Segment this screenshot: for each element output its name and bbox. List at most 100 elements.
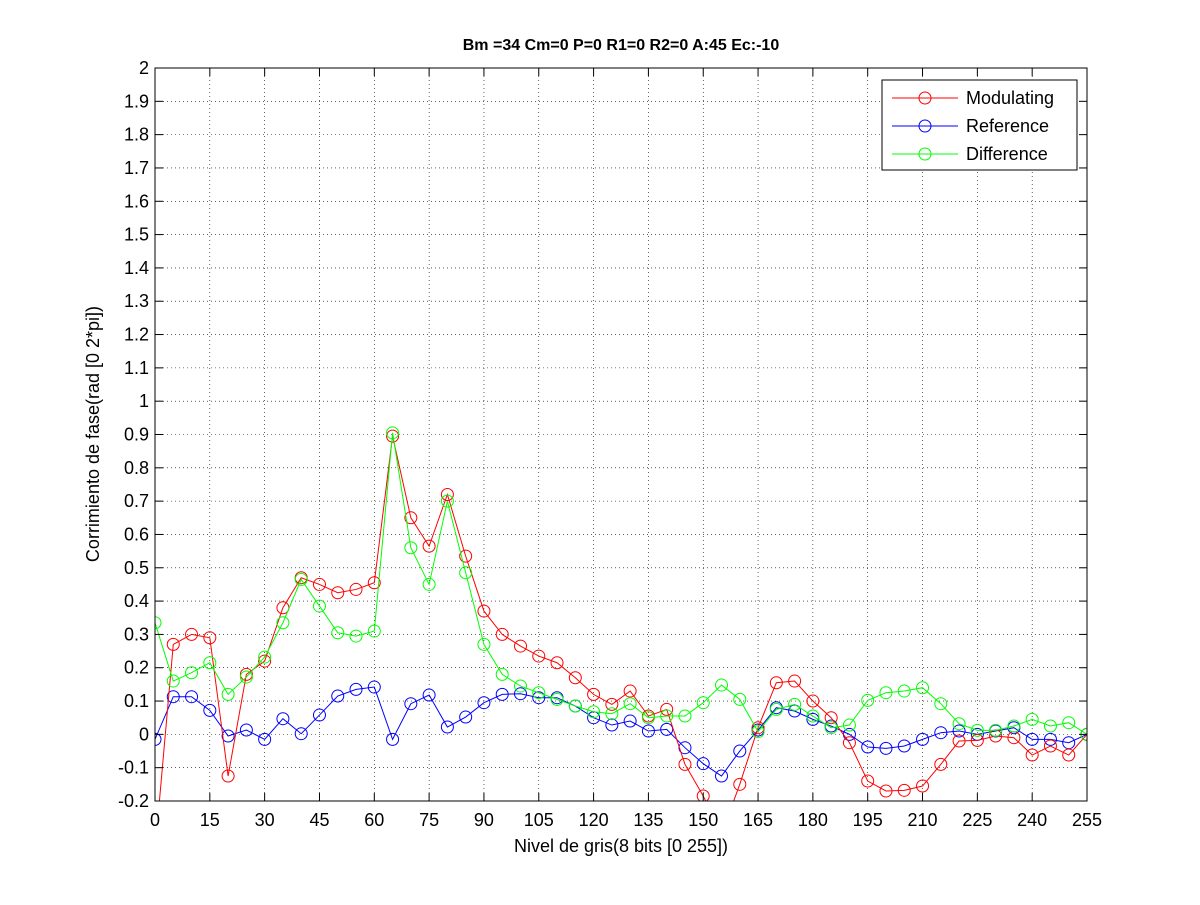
data-point-modulating: [367, 576, 381, 590]
y-tick-label: 0.2: [124, 658, 149, 678]
data-point-difference: [842, 718, 856, 732]
data-point-difference: [495, 667, 509, 681]
data-point-difference: [989, 723, 1003, 737]
data-point-modulating: [185, 627, 199, 641]
data-point-difference: [203, 656, 217, 670]
data-point-difference: [221, 687, 235, 701]
data-point-modulating: [842, 736, 856, 750]
data-point-modulating: [824, 711, 838, 725]
y-tick-label: 1.5: [124, 225, 149, 245]
data-point-reference: [331, 689, 345, 703]
data-point-difference: [155, 616, 162, 630]
x-tick-label: 210: [908, 810, 938, 830]
y-tick-label: 1: [139, 391, 149, 411]
data-point-reference: [861, 740, 875, 754]
data-point-difference: [751, 725, 765, 739]
legend: Modulating Reference Difference: [881, 79, 1078, 171]
data-point-modulating: [550, 656, 564, 670]
x-tick-label: 225: [962, 810, 992, 830]
data-point-difference: [404, 541, 418, 555]
x-tick-label: 240: [1017, 810, 1047, 830]
data-point-modulating: [1062, 748, 1076, 762]
y-tick-label: 2: [139, 58, 149, 78]
data-point-modulating: [587, 687, 601, 701]
data-point-reference: [258, 732, 272, 746]
tick-labels: 0 15 30 45 60 75 90 105 120 135 150 165 180 195 210 225…: [118, 58, 1102, 830]
data-point-reference: [495, 687, 509, 701]
data-point-reference: [513, 687, 527, 701]
y-tick-label: 1.4: [124, 258, 149, 278]
x-tick-label: 75: [419, 810, 439, 830]
data-point-modulating: [349, 582, 363, 596]
data-point-difference: [1062, 716, 1076, 730]
y-tick-label: 0.3: [124, 624, 149, 644]
series-line-modulating: [158, 436, 1087, 801]
data-point-modulating: [769, 676, 783, 690]
y-tick-label: 0.8: [124, 458, 149, 478]
x-tick-label: 255: [1072, 810, 1102, 830]
data-point-reference: [623, 714, 637, 728]
x-tick-label: 120: [579, 810, 609, 830]
data-point-reference: [788, 704, 802, 718]
data-point-reference: [312, 708, 326, 722]
data-point-modulating: [751, 721, 765, 735]
data-point-reference: [934, 726, 948, 740]
data-point-modulating: [861, 774, 875, 788]
data-point-modulating: [149, 845, 161, 857]
data-point-difference: [513, 679, 527, 693]
data-point-modulating: [952, 734, 966, 748]
tick-marks: [154, 67, 1088, 802]
data-point-modulating: [239, 667, 253, 681]
x-tick-label: 90: [474, 810, 494, 830]
data-point-difference: [916, 681, 930, 695]
data-point-difference: [879, 686, 893, 700]
data-point-difference: [587, 705, 601, 719]
y-tick-label: -0.2: [118, 791, 149, 811]
data-point-modulating: [788, 674, 802, 688]
legend-marker-difference: [918, 147, 932, 161]
data-point-modulating: [495, 627, 509, 641]
y-tick-label: 1.1: [124, 358, 149, 378]
data-point-modulating: [806, 694, 820, 708]
x-tick-label: 165: [743, 810, 773, 830]
data-point-reference: [879, 741, 893, 755]
series-modulating: [149, 429, 1087, 857]
data-point-difference: [349, 629, 363, 643]
data-point-difference: [459, 566, 473, 580]
data-point-reference: [916, 732, 930, 746]
y-tick-label: 1.8: [124, 125, 149, 145]
data-point-modulating: [970, 733, 984, 747]
y-tick-label: 0.6: [124, 524, 149, 544]
data-point-difference: [367, 624, 381, 638]
data-point-difference: [239, 670, 253, 684]
data-point-modulating: [1025, 748, 1039, 762]
data-point-difference: [897, 684, 911, 698]
data-point-modulating: [934, 757, 948, 771]
data-point-difference: [294, 572, 308, 586]
data-point-modulating: [221, 769, 235, 783]
data-point-difference: [166, 674, 180, 688]
data-point-reference: [155, 732, 162, 746]
series-layer: [149, 426, 1087, 857]
data-point-modulating: [513, 639, 527, 653]
x-tick-label: 135: [633, 810, 663, 830]
data-point-difference: [970, 723, 984, 737]
data-point-reference: [294, 727, 308, 741]
x-tick-label: 15: [200, 810, 220, 830]
series-difference: [155, 426, 1087, 741]
data-point-difference: [678, 709, 692, 723]
data-point-modulating: [733, 777, 747, 791]
data-point-difference: [806, 709, 820, 723]
data-point-difference: [568, 699, 582, 713]
data-point-reference: [696, 757, 710, 771]
data-point-reference: [733, 744, 747, 758]
x-tick-label: 0: [150, 810, 160, 830]
y-tick-label: 1.6: [124, 191, 149, 211]
data-point-difference: [1007, 719, 1021, 733]
data-point-difference: [440, 494, 454, 508]
data-point-difference: [788, 697, 802, 711]
data-point-modulating: [879, 784, 893, 798]
data-point-difference: [824, 721, 838, 735]
